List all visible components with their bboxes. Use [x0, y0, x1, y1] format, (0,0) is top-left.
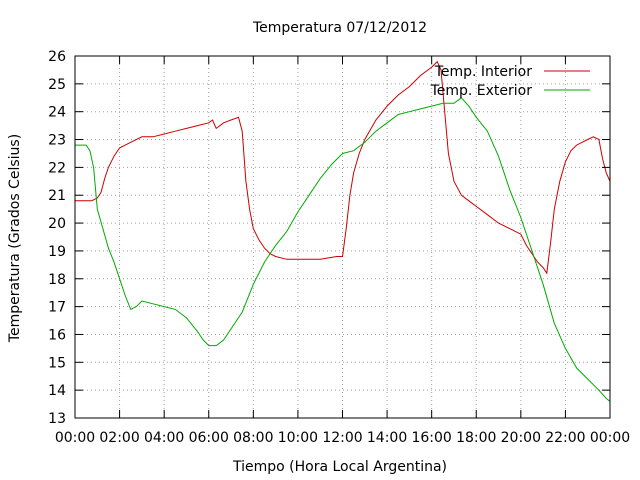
y-tick-label: 19: [48, 244, 66, 260]
chart-title: Temperatura 07/12/2012: [252, 20, 427, 36]
x-tick-label: 20:00: [501, 430, 541, 446]
legend-label-interior: Temp. Interior: [434, 64, 533, 80]
x-tick-label: 18:00: [456, 430, 496, 446]
x-tick-label: 00:00: [590, 430, 630, 446]
x-tick-label: 14:00: [367, 430, 407, 446]
y-tick-label: 15: [48, 355, 66, 371]
y-tick-label: 21: [48, 188, 66, 204]
y-tick-label: 24: [48, 105, 66, 121]
y-tick-label: 20: [48, 216, 66, 232]
y-tick-label: 18: [48, 272, 66, 288]
x-tick-label: 10:00: [278, 430, 318, 446]
y-tick-label: 16: [48, 327, 66, 343]
series-line-interior: [75, 60, 611, 275]
x-tick-label: 02:00: [99, 430, 139, 446]
y-tick-label: 25: [48, 77, 66, 93]
x-tick-label: 08:00: [233, 430, 273, 446]
x-tick-label: 00:00: [55, 430, 95, 446]
x-tick-label: 16:00: [411, 430, 451, 446]
y-tick-label: 13: [48, 411, 66, 427]
x-tick-label: 22:00: [545, 430, 585, 446]
x-tick-label: 12:00: [322, 430, 362, 446]
y-axis-label: Temperatura (Grados Celsius): [7, 134, 23, 343]
series-line-exterior: [75, 97, 611, 402]
y-tick-label: 26: [48, 49, 66, 65]
y-tick-label: 17: [48, 300, 66, 316]
x-tick-label: 06:00: [189, 430, 229, 446]
y-tick-label: 23: [48, 133, 66, 149]
legend-label-exterior: Temp. Exterior: [430, 83, 533, 99]
y-tick-label: 22: [48, 160, 66, 176]
x-tick-label: 04:00: [144, 430, 184, 446]
x-axis-label: Tiempo (Hora Local Argentina): [232, 459, 447, 475]
y-tick-label: 14: [48, 383, 66, 399]
